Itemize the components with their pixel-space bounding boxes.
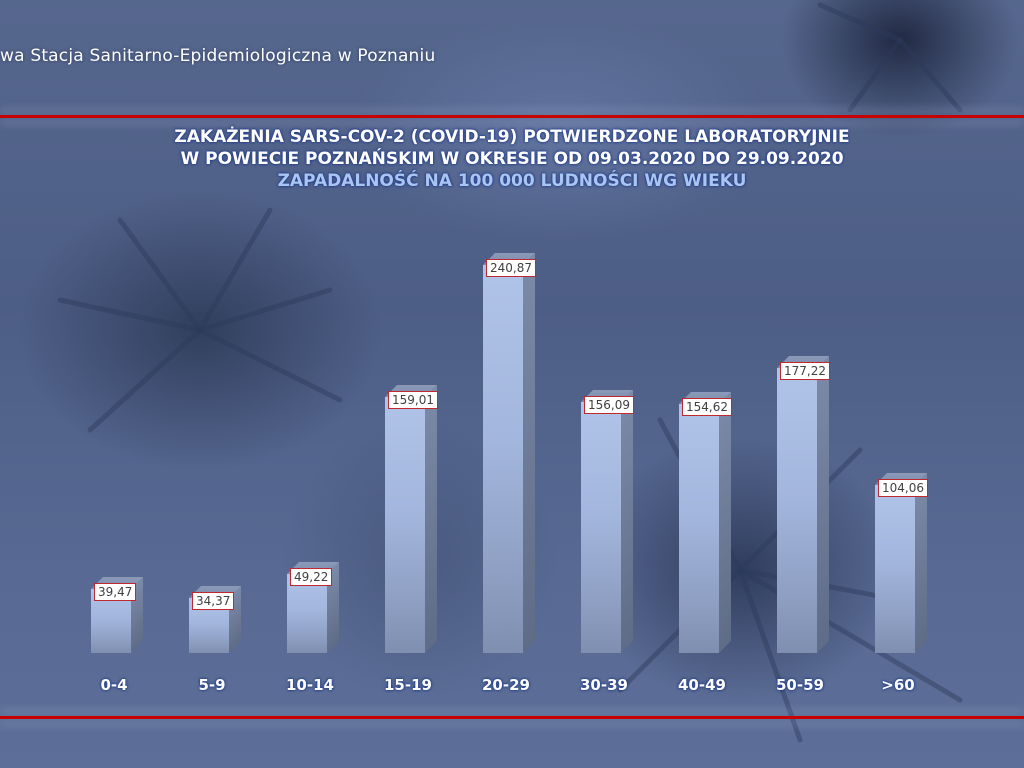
bar-value-label: 34,37 <box>192 592 235 610</box>
bar-value-label: 39,47 <box>94 583 137 601</box>
bar-front-face <box>777 368 817 653</box>
bar-20-29 <box>483 253 535 653</box>
bar-side-face <box>915 473 927 653</box>
x-axis-category-label: 50-59 <box>776 676 824 694</box>
bar--60 <box>875 473 927 653</box>
bar-front-face <box>875 485 915 653</box>
bar-side-face <box>621 390 633 653</box>
bar-30-39 <box>581 390 633 653</box>
bar-side-face <box>719 392 731 653</box>
bar-40-49 <box>679 392 731 653</box>
x-axis-category-label: 30-39 <box>580 676 628 694</box>
bar-side-face <box>523 253 535 653</box>
bar-front-face <box>581 402 621 653</box>
bar-value-label: 104,06 <box>878 479 928 497</box>
chart-subtitle: ZAPADALNOŚĆ NA 100 000 LUDNOŚCI WG WIEKU <box>277 171 747 191</box>
bar-value-label: 177,22 <box>780 362 830 380</box>
x-axis-category-label: 5-9 <box>198 676 226 694</box>
bar-value-label: 156,09 <box>584 396 634 414</box>
x-axis-category-label: 10-14 <box>286 676 334 694</box>
x-axis-category-label: 20-29 <box>482 676 530 694</box>
bar-front-face <box>385 397 425 653</box>
x-axis-category-label: 0-4 <box>100 676 128 694</box>
bottom-red-rule <box>0 716 1024 719</box>
bar-front-face <box>287 574 327 653</box>
bar-side-face <box>817 356 829 653</box>
x-axis-category-label: 15-19 <box>384 676 432 694</box>
chart-title-line-1: ZAKAŻENIA SARS-COV-2 (COVID-19) POTWIERD… <box>174 127 850 147</box>
top-red-rule <box>0 115 1024 118</box>
bar-value-label: 49,22 <box>290 568 333 586</box>
organization-name: wa Stacja Sanitarno-Epidemiologiczna w P… <box>0 46 436 66</box>
x-axis-category-label: 40-49 <box>678 676 726 694</box>
chart-title-line-2: W POWIECIE POZNAŃSKIM W OKRESIE OD 09.03… <box>180 149 844 169</box>
bar-value-label: 154,62 <box>682 398 732 416</box>
bar-15-19 <box>385 385 437 653</box>
bar-value-label: 159,01 <box>388 391 438 409</box>
x-axis-category-label: >60 <box>881 676 915 694</box>
bar-front-face <box>679 404 719 653</box>
bar-50-59 <box>777 356 829 653</box>
chart-title-block: ZAKAŻENIA SARS-COV-2 (COVID-19) POTWIERD… <box>0 126 1024 192</box>
bar-side-face <box>425 385 437 653</box>
bar-10-14 <box>287 562 339 653</box>
bar-front-face <box>483 265 523 653</box>
bar-value-label: 240,87 <box>486 259 536 277</box>
